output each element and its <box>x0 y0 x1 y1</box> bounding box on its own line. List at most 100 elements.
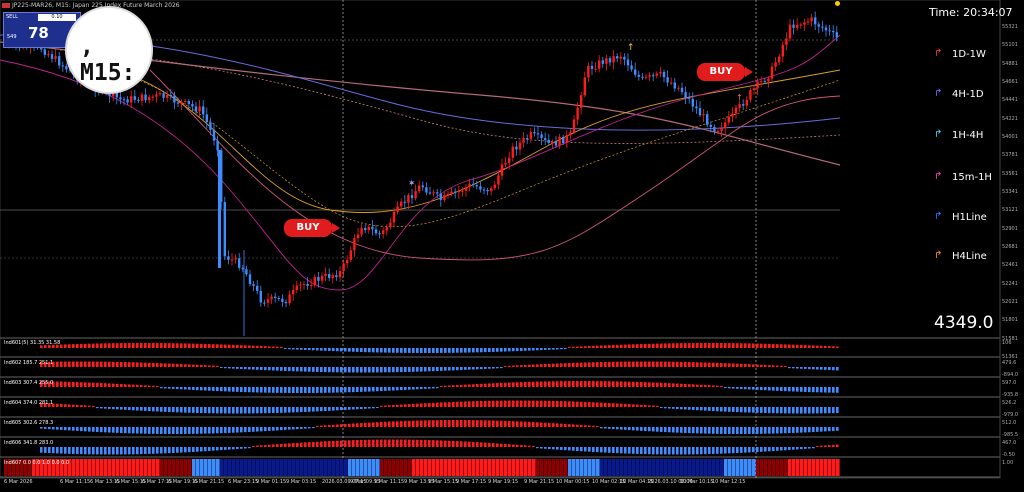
indicator-bar <box>588 362 591 367</box>
indicator-block <box>148 459 152 476</box>
candle-body <box>245 269 248 275</box>
indicator-bar <box>104 427 107 433</box>
indicator-bar <box>732 387 735 389</box>
indicator-block <box>316 459 320 476</box>
indicator-bar <box>768 447 771 452</box>
candle-body <box>792 24 795 28</box>
candle-body <box>551 141 554 143</box>
candle-body <box>734 107 738 114</box>
indicator-bar <box>132 362 135 367</box>
indicator-bar <box>680 407 683 410</box>
indicator-bar <box>596 381 599 387</box>
indicator-bar <box>448 385 451 387</box>
indicator-bar <box>784 407 787 414</box>
price-axis-label: 52901 <box>1002 226 1018 232</box>
indicator-bar <box>108 447 111 455</box>
indicator-bar <box>40 427 43 429</box>
candle-body <box>299 284 302 286</box>
sell-button[interactable]: SELL <box>6 14 18 20</box>
indicator-block <box>108 459 112 476</box>
candle-body <box>266 299 270 303</box>
indicator-bar <box>480 367 483 370</box>
indicator-bar <box>204 365 207 367</box>
indicator-bar <box>660 361 663 367</box>
indicator-right-label: 479.6 <box>1002 360 1017 366</box>
indicator-bar <box>692 343 695 348</box>
indicator-bar <box>644 447 647 455</box>
indicator-bar <box>516 400 519 407</box>
indicator-bar <box>120 447 123 455</box>
candle-body <box>475 185 478 187</box>
price-axis-label: 51361 <box>1002 354 1018 360</box>
legend-label-h1line: H1Line <box>952 212 987 223</box>
indicator-bar <box>412 439 415 447</box>
indicator-bar <box>440 367 443 371</box>
indicator-bar <box>796 427 799 433</box>
indicator-bar <box>724 407 727 412</box>
indicator-block <box>208 459 212 476</box>
candle-body <box>655 73 658 76</box>
indicator-bar <box>256 407 259 414</box>
candle-body <box>270 296 273 300</box>
indicator-bar <box>60 403 63 407</box>
lot-input[interactable]: 0.10 <box>38 14 76 21</box>
indicator-bar <box>376 387 379 392</box>
indicator-bar <box>380 387 383 392</box>
indicator-bar <box>388 387 391 391</box>
indicator-bar <box>340 348 343 352</box>
indicator-bar <box>212 365 215 367</box>
indicator-bar <box>768 427 771 434</box>
candle-body <box>533 132 536 134</box>
indicator-bar <box>684 343 687 348</box>
indicator-bar <box>104 407 107 409</box>
indicator-bar <box>176 387 179 390</box>
indicator-bar <box>232 447 235 450</box>
indicator-bar <box>728 343 731 348</box>
indicator-bar <box>544 363 547 367</box>
indicator-bar <box>552 447 555 450</box>
indicator-bar <box>768 365 771 367</box>
indicator-bar <box>808 407 811 414</box>
candle-body <box>324 273 327 276</box>
indicator-bar <box>820 367 823 370</box>
candle-body <box>580 95 583 108</box>
indicator-bar <box>468 384 471 387</box>
indicator-bar <box>664 407 667 409</box>
indicator-bar <box>456 348 459 353</box>
indicator-bar <box>52 361 55 367</box>
indicator-bar <box>364 387 367 392</box>
indicator-bar <box>584 381 587 387</box>
indicator-bar <box>400 387 403 391</box>
indicator-block <box>640 459 644 476</box>
candle-body <box>688 97 691 99</box>
indicator-bar <box>628 361 631 367</box>
indicator-bar <box>236 447 239 450</box>
indicator-bar <box>128 447 131 455</box>
indicator-bar <box>716 343 719 348</box>
candle-body <box>187 101 190 105</box>
indicator-bar <box>560 381 563 387</box>
trade-panel[interactable]: SELL 0.10 549 78 <box>3 12 81 48</box>
indicator-bar <box>408 348 411 353</box>
indicator-bar <box>164 407 167 412</box>
indicator-bar <box>452 401 455 407</box>
indicator-bar <box>732 447 735 454</box>
indicator-block <box>204 459 208 476</box>
indicator-bar <box>776 427 779 434</box>
indicator-bar <box>216 344 219 348</box>
indicator-block <box>44 459 48 476</box>
candle-body <box>284 301 288 304</box>
indicator-block <box>228 459 232 476</box>
indicator-bar <box>348 387 351 393</box>
indicator-bar <box>804 367 807 369</box>
indicator-bar <box>76 447 79 455</box>
indicator-block <box>660 459 664 476</box>
indicator-block <box>440 459 444 476</box>
indicator-bar <box>76 382 79 387</box>
indicator-block <box>68 459 72 476</box>
candle-body <box>670 82 673 84</box>
indicator-bar <box>772 447 775 452</box>
indicator-block <box>336 459 340 476</box>
indicator-block <box>636 459 640 476</box>
indicator-bar <box>292 387 295 393</box>
